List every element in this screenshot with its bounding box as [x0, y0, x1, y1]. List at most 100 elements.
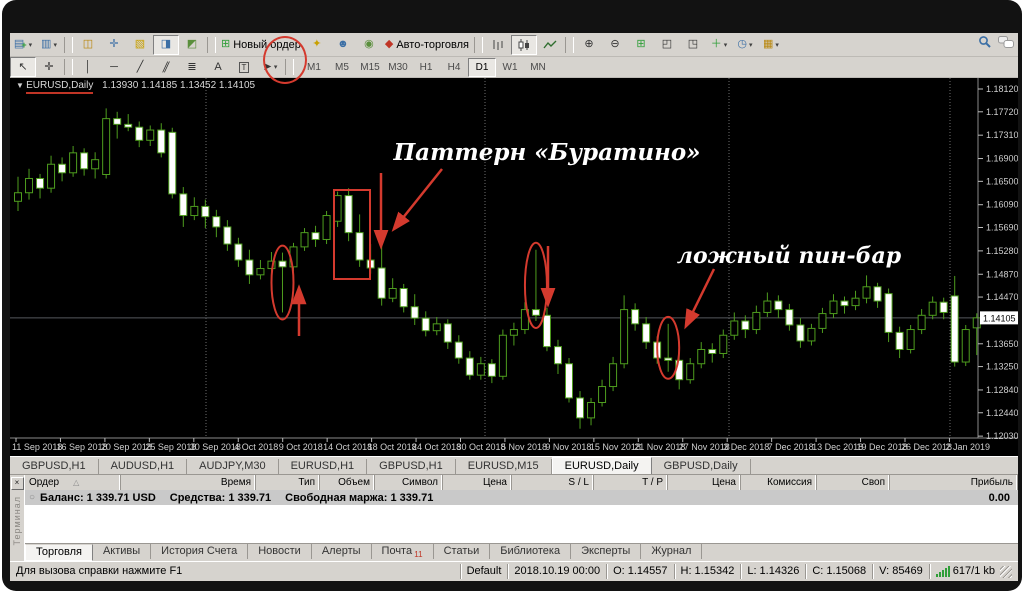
market-watch-icon: ◫	[82, 38, 94, 50]
terminal-tab-алерты[interactable]: Алерты	[312, 544, 372, 559]
svg-text:1.16500: 1.16500	[986, 176, 1018, 186]
bar-chart-button[interactable]	[485, 35, 511, 55]
indicators-dropdown: ＋	[710, 38, 722, 50]
chart-tab-gbpusd-h1[interactable]: GBPUSD,H1	[367, 459, 456, 474]
chart-tab-audjpy-m30[interactable]: AUDJPY,M30	[187, 459, 279, 474]
zoom-in-button[interactable]: ⊕	[576, 35, 602, 55]
chat-icon[interactable]	[998, 35, 1014, 49]
column-header-ордер[interactable]: Ордер △	[25, 475, 121, 490]
navigator-button[interactable]: ▧	[127, 35, 153, 55]
signals-button[interactable]: ◉	[356, 35, 382, 55]
candlestick-chart-button[interactable]	[510, 34, 537, 55]
data-window-button[interactable]: ✛	[101, 35, 127, 55]
zoom-out-button[interactable]: ⊖	[602, 35, 628, 55]
column-header-объем[interactable]: Объем	[320, 475, 375, 490]
terminal-tab-почта[interactable]: Почта 11	[372, 544, 434, 559]
chart-tab-eurusd-m15[interactable]: EURUSD,M15	[456, 459, 552, 474]
toolbar-separator	[64, 59, 73, 75]
terminal-tab-библиотека[interactable]: Библиотека	[490, 544, 572, 559]
metaeditor-button[interactable]: ✦	[304, 35, 330, 55]
line-chart-button[interactable]	[537, 35, 563, 55]
autotrade-button[interactable]: ◆ Авто-торговля	[382, 35, 472, 55]
terminal-tab-новости[interactable]: Новости	[248, 544, 312, 559]
new-chart-button[interactable]: ▤ + ▾	[10, 35, 36, 55]
candle	[333, 195, 342, 222]
vertical-line-tool[interactable]: │	[75, 57, 101, 77]
column-header-прибыль[interactable]: Прибыль	[890, 475, 1018, 490]
timeframe-mn[interactable]: MN	[530, 61, 546, 73]
chart-area[interactable]: ▼ EURUSD,Daily 1.13930 1.14185 1.13452 1…	[10, 78, 1019, 456]
timeframe-d1[interactable]: D1	[468, 57, 496, 77]
column-header-комиссия[interactable]: Комиссия	[741, 475, 817, 490]
svg-text:2 Jan 2019: 2 Jan 2019	[945, 442, 990, 452]
arrange-a-button[interactable]: ◰	[654, 35, 680, 55]
candle	[796, 324, 805, 342]
chart-tab-eurusd-daily[interactable]: EURUSD,Daily	[551, 457, 652, 474]
terminal-button[interactable]: ◨	[153, 34, 179, 55]
terminal-titlebar: × Терминал	[10, 475, 25, 561]
community-button[interactable]: ☻	[330, 35, 356, 55]
terminal-tab-торговля[interactable]: Торговля	[25, 544, 93, 561]
timeframe-m15[interactable]: M15	[360, 61, 380, 73]
fibonacci-tool-icon: ≣	[187, 60, 197, 73]
svg-text:24 Oct 2018: 24 Oct 2018	[412, 442, 461, 452]
column-header-символ[interactable]: Символ	[375, 475, 443, 490]
column-header-время[interactable]: Время	[121, 475, 256, 490]
text-tool[interactable]: A	[205, 57, 231, 77]
fibonacci-tool[interactable]: ≣	[179, 57, 205, 77]
new-order-button[interactable]: ⊞ Новый ордер	[218, 35, 304, 55]
strategy-tester-button[interactable]: ◩	[179, 35, 205, 55]
crosshair-tool[interactable]: ✛	[36, 57, 62, 77]
community-icon: ☻	[337, 38, 349, 50]
candle	[102, 118, 111, 175]
column-header-цена[interactable]: Цена	[443, 475, 512, 490]
balance-row[interactable]: ○ Баланс: 1 339.71 USD Средства: 1 339.7…	[25, 490, 1018, 505]
market-watch-button[interactable]: ◫	[75, 35, 101, 55]
timeframe-w1[interactable]: W1	[502, 61, 518, 73]
chart-tab-audusd-h1[interactable]: AUDUSD,H1	[99, 459, 188, 474]
tile-windows-button[interactable]: ⊞	[628, 35, 654, 55]
periods-dropdown[interactable]: ◷ ▾	[732, 35, 758, 55]
mail-unread-badge: 11	[412, 550, 423, 560]
status-profile[interactable]: Default	[461, 564, 509, 579]
candle	[201, 205, 210, 218]
chart-tab-gbpusd-daily[interactable]: GBPUSD,Daily	[652, 459, 751, 474]
timeframe-m5[interactable]: M5	[335, 61, 349, 73]
channel-tool[interactable]: ∥	[153, 57, 179, 77]
templates-dropdown[interactable]: ▦ ▾	[758, 35, 784, 55]
terminal-tab-активы[interactable]: Активы	[93, 544, 152, 559]
column-header-s-l[interactable]: S / L	[512, 475, 594, 490]
autotrade-label: Авто-торговля	[396, 38, 469, 51]
column-header-t-p[interactable]: T / P	[594, 475, 668, 490]
chart-tab-eurusd-h1[interactable]: EURUSD,H1	[279, 459, 368, 474]
timeframe-m30[interactable]: M30	[388, 61, 408, 73]
indicators-dropdown[interactable]: ＋ ▾	[706, 35, 732, 55]
chevron-down-icon: ▾	[723, 41, 728, 49]
terminal-tab-эксперты[interactable]: Эксперты	[571, 544, 642, 559]
column-header-тип[interactable]: Тип	[256, 475, 320, 490]
trendline-tool[interactable]: ╱	[127, 57, 153, 77]
svg-text:26 Dec 2018: 26 Dec 2018	[901, 442, 952, 452]
timeframe-h4[interactable]: H4	[447, 61, 461, 73]
terminal-tab-история-счета[interactable]: История Счета	[151, 544, 249, 559]
close-icon[interactable]: ×	[10, 477, 24, 490]
terminal-tab-статьи[interactable]: Статьи	[434, 544, 491, 559]
timeframe-m1[interactable]: M1	[307, 61, 321, 73]
column-header-своп[interactable]: Своп	[817, 475, 890, 490]
timeframe-h1[interactable]: H1	[419, 61, 433, 73]
arrows-tool[interactable]: ➤ ▾	[257, 57, 283, 77]
column-header-цена[interactable]: Цена	[668, 475, 741, 490]
chart-tab-gbpusd-h1[interactable]: GBPUSD,H1	[10, 459, 99, 474]
label-tool[interactable]: T	[231, 57, 257, 77]
terminal-tab-журнал[interactable]: Журнал	[641, 544, 703, 559]
status-bar: Для вызова справки нажмите F1 Default 20…	[10, 561, 1018, 581]
arrange-b-button[interactable]: ◳	[680, 35, 706, 55]
cursor-tool[interactable]: ↖	[10, 57, 36, 77]
profiles-button[interactable]: ▥ ▾	[36, 35, 62, 55]
resize-grip[interactable]	[1000, 565, 1012, 578]
candle	[807, 327, 816, 342]
candle	[719, 334, 728, 354]
tools-toolbar: ↖ ✛ │ ─ ╱ ∥ ≣ A T ➤ ▾ M1 M5 M15 M30 H1 H4 D1 W1 MN	[10, 57, 1018, 78]
search-icon[interactable]	[978, 35, 992, 49]
horizontal-line-tool[interactable]: ─	[101, 57, 127, 77]
